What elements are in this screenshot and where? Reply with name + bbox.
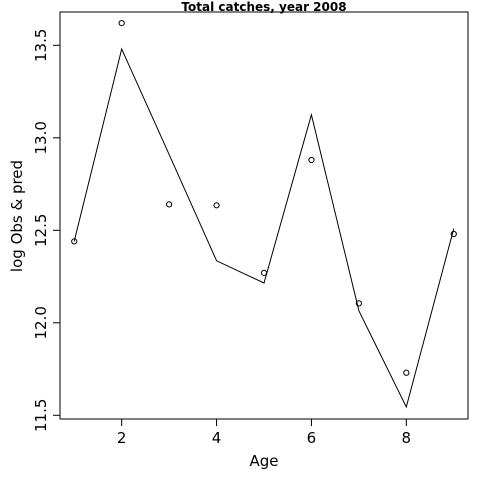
- y-tick-label: 11.5: [32, 399, 50, 432]
- observed-point: [450, 230, 457, 238]
- observed-point: [355, 300, 362, 307]
- x-axis: 2 4 6 8: [117, 418, 412, 447]
- x-tick-label: 8: [402, 429, 412, 447]
- observed-point: [71, 238, 78, 245]
- x-tick-label: 6: [307, 429, 317, 447]
- y-axis-title: log Obs & pred: [8, 160, 26, 272]
- observed-point: [308, 156, 315, 164]
- series-layer: [71, 20, 457, 409]
- x-axis-title: Age: [249, 452, 278, 470]
- observed-point: [213, 202, 220, 209]
- observed-point: [403, 369, 410, 376]
- x-tick-label: 2: [117, 429, 127, 447]
- observed-point: [118, 20, 125, 27]
- plot-area-frame: [59, 11, 469, 420]
- observed-point: [166, 201, 173, 208]
- predicted-line: [73, 47, 455, 409]
- y-axis: 11.5 12.0 12.5 13.0 13.5: [32, 29, 61, 432]
- y-tick-label: 13.5: [32, 29, 50, 62]
- chart-title: Total catches, year 2008: [181, 0, 346, 14]
- observed-point: [260, 269, 268, 276]
- x-tick-label: 4: [212, 429, 222, 447]
- y-tick-label: 12.0: [32, 306, 50, 339]
- y-tick-label: 12.5: [32, 214, 50, 247]
- y-tick-label: 13.0: [32, 121, 50, 154]
